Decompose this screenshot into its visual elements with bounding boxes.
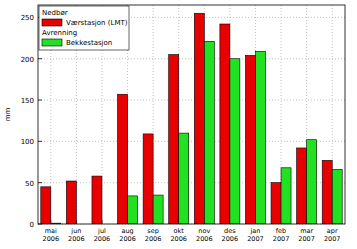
- x-tick-label-line: feb: [276, 227, 286, 235]
- x-tick-label-line: 2007: [273, 235, 290, 243]
- bar: [66, 181, 76, 224]
- bar: [169, 55, 179, 224]
- x-tick-label-line: des: [224, 227, 236, 235]
- x-tick-label: nov2006: [196, 227, 213, 243]
- bars: [41, 13, 342, 224]
- bar: [128, 196, 138, 224]
- x-tick-label-line: aug: [121, 227, 133, 235]
- bar: [255, 51, 265, 224]
- grid-line: [38, 58, 345, 59]
- x-tick-label: apr2007: [324, 227, 341, 243]
- x-tick-label-line: 2006: [43, 235, 60, 243]
- x-tick-label-line: 2006: [145, 235, 162, 243]
- x-tick-label-line: 2006: [170, 235, 187, 243]
- x-tick-label-line: sep: [147, 227, 159, 235]
- bar: [118, 94, 128, 224]
- grid-line: [38, 141, 345, 142]
- x-tick-label: jul2006: [94, 227, 111, 243]
- chart: 050100150200250mai2006jun2006jul2006aug2…: [0, 0, 357, 249]
- x-tick-label-line: nov: [198, 227, 210, 235]
- x-tick-label: feb2007: [273, 227, 290, 243]
- bar: [322, 160, 332, 224]
- x-tick-label: sep2006: [145, 227, 162, 243]
- legend-box: [39, 6, 129, 50]
- bar: [179, 133, 189, 224]
- grid-line: [38, 100, 345, 101]
- x-tick-label: okt2006: [170, 227, 187, 243]
- bar: [297, 148, 307, 224]
- y-tick-label: 250: [21, 14, 34, 22]
- x-tick-label-line: apr: [327, 227, 338, 235]
- y-tick: [38, 100, 42, 101]
- x-tick-label-line: 2006: [68, 235, 85, 243]
- x-tick-label-line: jun: [70, 227, 81, 235]
- bar: [153, 195, 163, 224]
- x-tick-label-line: 2006: [222, 235, 239, 243]
- bar: [307, 140, 317, 224]
- bar: [194, 13, 204, 224]
- legend-swatch: [42, 19, 62, 26]
- y-tick-label: 150: [21, 97, 34, 105]
- x-tick-label-line: 2007: [324, 235, 341, 243]
- y-tick-label: 0: [30, 221, 34, 229]
- x-tick-label-line: jan: [249, 227, 260, 235]
- x-tick-label-line: 2006: [94, 235, 111, 243]
- x-tick-label: mar2007: [298, 227, 315, 243]
- x-tick-label: aug2006: [119, 227, 136, 243]
- bar: [92, 176, 102, 224]
- x-tick-label-line: mai: [45, 227, 57, 235]
- x-tick-label: mai2006: [43, 227, 60, 243]
- y-tick: [38, 182, 42, 183]
- bar: [220, 24, 230, 224]
- y-tick-label: 100: [21, 138, 34, 146]
- legend: Nedbør Værstasjon (LMT) Avrenning Bekkestas…: [39, 6, 129, 50]
- legend-swatch: [42, 39, 62, 46]
- bar: [143, 134, 153, 224]
- y-tick: [38, 58, 42, 59]
- legend-label: Bekkestasjon: [66, 39, 112, 47]
- bar: [41, 187, 51, 224]
- bar: [332, 169, 342, 224]
- x-tick-label: jan2007: [247, 227, 264, 243]
- legend-label: Værstasjon (LMT): [66, 19, 128, 27]
- x-tick-label-line: okt: [174, 227, 185, 235]
- bar: [230, 59, 240, 224]
- y-tick-label: 200: [21, 56, 34, 64]
- x-tick-label-line: 2006: [196, 235, 213, 243]
- x-tick-label: jun2006: [68, 227, 85, 243]
- x-tick-label-line: 2006: [119, 235, 136, 243]
- y-tick-label: 50: [25, 180, 34, 188]
- x-tick-label-line: 2007: [298, 235, 315, 243]
- legend-group: Nedbør: [42, 9, 68, 17]
- y-axis-label: mm: [4, 108, 12, 122]
- x-tick-label: des2006: [222, 227, 239, 243]
- plot-frame: [38, 5, 345, 224]
- y-tick: [38, 141, 42, 142]
- x-tick-label-line: mar: [300, 227, 313, 235]
- bar: [245, 55, 255, 224]
- bar: [271, 183, 281, 224]
- x-tick-label-line: jul: [97, 227, 106, 235]
- x-tick-label-line: 2007: [247, 235, 264, 243]
- bar: [204, 41, 214, 224]
- bar: [281, 168, 291, 224]
- legend-group: Avrenning: [42, 29, 77, 37]
